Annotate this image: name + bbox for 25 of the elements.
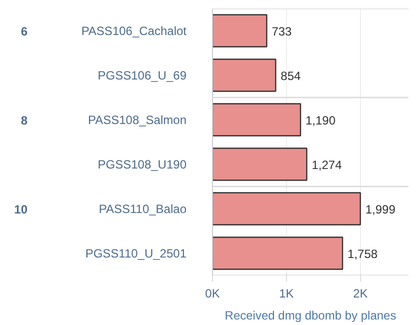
bar <box>212 103 302 136</box>
y-tick-label: PASS110_Balao <box>98 202 187 216</box>
y-tick-label: PGSS106_U_69 <box>98 68 187 82</box>
bar <box>212 58 276 92</box>
y-tick-label: PGSS108_U190 <box>98 157 187 172</box>
text: 6 <box>20 24 28 38</box>
y-tick-label: PASS106_Cachalot <box>81 24 188 38</box>
bar <box>212 14 268 48</box>
x-tick-label: 0K <box>205 286 220 300</box>
bar <box>212 192 361 226</box>
x-axis-title: Received dmg dbomb by planes <box>224 308 396 322</box>
y-tick-label: PASS108_Salmon <box>88 112 187 127</box>
text: 8 <box>20 113 28 128</box>
data-label: 1,190 <box>306 113 336 128</box>
x-tick-label: 1K <box>279 286 294 300</box>
data-label: 1,758 <box>348 246 378 261</box>
bar <box>212 236 344 270</box>
bar <box>212 148 308 181</box>
text: 10 <box>14 202 28 216</box>
data-label: 1,274 <box>312 158 342 172</box>
y-tick-label: PGSS110_U_2501 <box>85 246 187 260</box>
data-label: 1,999 <box>365 202 396 216</box>
data-label: 733 <box>272 24 292 38</box>
data-label: 854 <box>280 68 302 83</box>
x-tick-label: 2K <box>353 286 368 300</box>
